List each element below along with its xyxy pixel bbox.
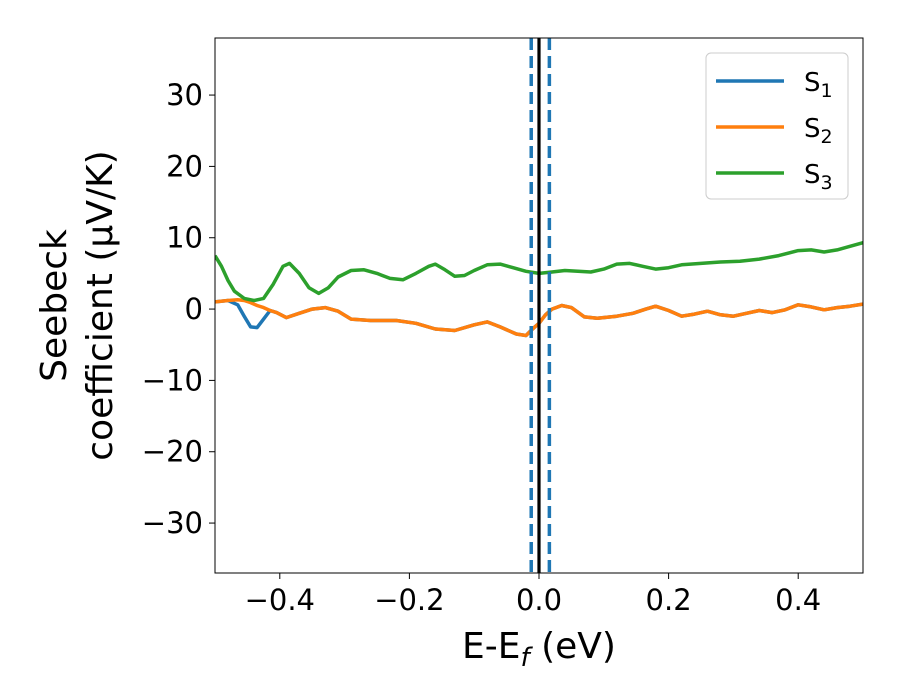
y-tick-label: 30 [166, 78, 203, 112]
x-tick-label: 0.0 [516, 583, 562, 617]
y-tick-label: 0 [185, 292, 203, 326]
series-group [215, 38, 863, 573]
axes: −0.4 −0.2 0.0 0.2 0.4 −30 −20 −10 0 10 20 30 E-Ef (e… [34, 37, 864, 673]
series-line-S3 [215, 241, 863, 303]
y-tick-label: 20 [166, 149, 203, 183]
plot-area [215, 38, 863, 573]
x-tick-label: −0.2 [374, 583, 444, 617]
y-tick-label: 10 [166, 221, 203, 255]
legend: S1 S2 S3 [705, 52, 849, 200]
legend-label-S2: S2 [804, 114, 833, 148]
y-axis-label-line2: coefficient (μV/K) [80, 150, 121, 460]
x-tick-label: 0.2 [646, 583, 692, 617]
legend-label-S3: S3 [804, 160, 833, 194]
y-tick-label: −10 [142, 363, 203, 397]
y-axis-label-line1: Seebeck [34, 229, 75, 382]
x-tick-label: −0.4 [245, 583, 315, 617]
y-tick-label: −20 [142, 435, 203, 469]
x-tick-label: 0.4 [775, 583, 821, 617]
y-tick-label: −30 [142, 506, 203, 540]
x-axis-label: E-Ef (eV) [462, 626, 616, 673]
legend-label-S1: S1 [804, 68, 833, 102]
